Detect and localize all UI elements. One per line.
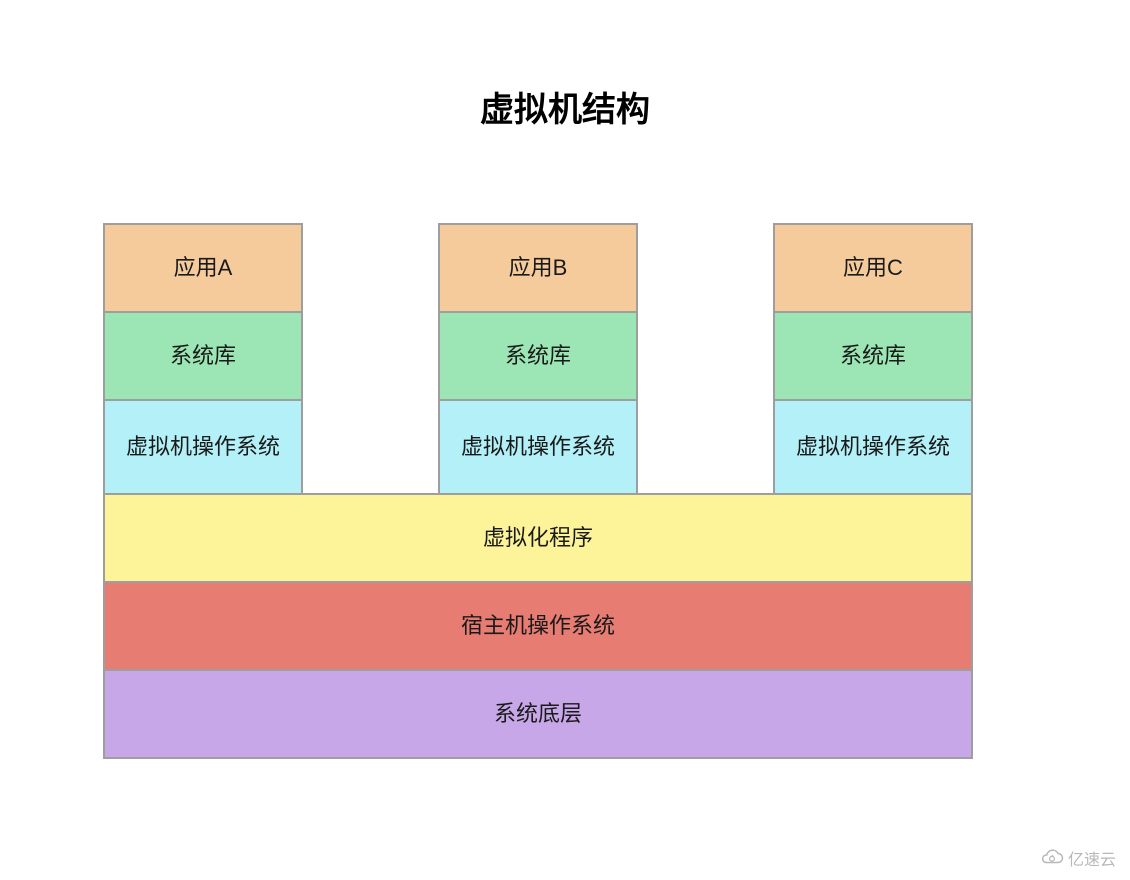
watermark: 亿速云 xyxy=(1040,846,1116,870)
vm-stack-a: 应用A 系统库 虚拟机操作系统 xyxy=(103,223,303,495)
lib-layer: 系统库 xyxy=(438,311,638,401)
lib-layer: 系统库 xyxy=(773,311,973,401)
host-os-layer: 宿主机操作系统 xyxy=(103,581,973,671)
watermark-text: 亿速云 xyxy=(1068,846,1116,870)
vm-stack-b: 应用B 系统库 虚拟机操作系统 xyxy=(438,223,638,495)
vm-architecture-diagram: 应用A 系统库 虚拟机操作系统 应用B 系统库 虚拟机操作系统 应用C 系统库 … xyxy=(103,223,973,759)
hypervisor-layer: 虚拟化程序 xyxy=(103,493,973,583)
app-layer: 应用C xyxy=(773,223,973,313)
app-layer: 应用A xyxy=(103,223,303,313)
diagram-title: 虚拟机结构 xyxy=(0,0,1130,131)
cloud-icon xyxy=(1040,849,1064,867)
guest-os-layer: 虚拟机操作系统 xyxy=(103,399,303,495)
vm-stack-c: 应用C 系统库 虚拟机操作系统 xyxy=(773,223,973,495)
lib-layer: 系统库 xyxy=(103,311,303,401)
guest-os-layer: 虚拟机操作系统 xyxy=(438,399,638,495)
app-layer: 应用B xyxy=(438,223,638,313)
vm-stacks-row: 应用A 系统库 虚拟机操作系统 应用B 系统库 虚拟机操作系统 应用C 系统库 … xyxy=(103,223,973,495)
guest-os-layer: 虚拟机操作系统 xyxy=(773,399,973,495)
base-layer: 系统底层 xyxy=(103,669,973,759)
